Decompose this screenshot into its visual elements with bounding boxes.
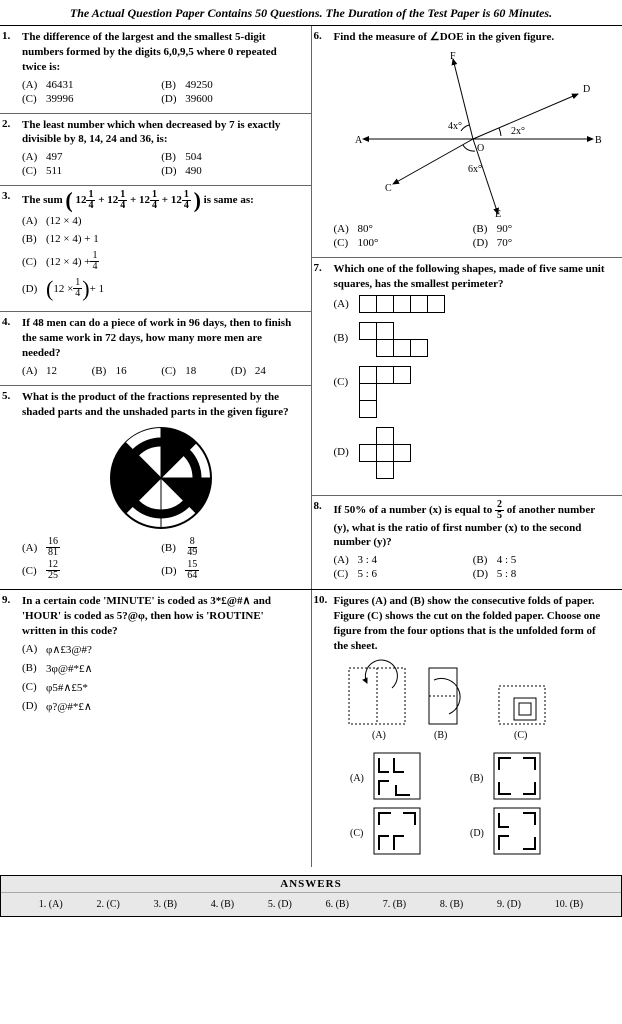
question-1: 1. The difference of the largest and the… (0, 26, 311, 114)
header-note: The Actual Question Paper Contains 50 Qu… (0, 0, 622, 26)
svg-text:(C): (C) (350, 828, 363, 839)
svg-text:E: E (495, 209, 501, 219)
svg-text:B: B (595, 135, 602, 146)
question-3: 3. The sum ( 1214 + 1214 + 1214 + 1214 )… (0, 186, 311, 312)
question-10: 10. Figures (A) and (B) show the consecu… (312, 590, 622, 866)
right-column: 6. Find the measure of ∠DOE in the given… (312, 26, 622, 589)
svg-text:(B): (B) (470, 773, 483, 784)
question-2: 2. The least number which when decreased… (0, 114, 311, 187)
question-5: 5. What is the product of the fractions … (0, 386, 311, 590)
question-6: 6. Find the measure of ∠DOE in the given… (312, 26, 622, 258)
svg-text:F: F (450, 51, 456, 62)
svg-text:(A): (A) (372, 730, 386, 741)
svg-text:(C): (C) (514, 730, 527, 741)
svg-text:(B): (B) (434, 730, 447, 741)
svg-text:A: A (355, 135, 363, 146)
svg-text:C: C (385, 183, 392, 194)
left-column: 1. The difference of the largest and the… (0, 26, 312, 589)
svg-text:6x°: 6x° (468, 164, 482, 175)
svg-text:(A): (A) (350, 773, 364, 784)
pie-figure (106, 423, 216, 533)
svg-text:2x°: 2x° (511, 126, 525, 137)
svg-text:O: O (477, 143, 484, 154)
answers-section: ANSWERS 1. (A)2. (C)3. (B) 4. (B)5. (D)6… (0, 875, 622, 917)
question-8: 8. If 50% of a number (x) is equal to 25… (312, 496, 622, 589)
question-4: 4. If 48 men can do a piece of work in 9… (0, 312, 311, 386)
question-7: 7. Which one of the following shapes, ma… (312, 258, 622, 496)
svg-text:D: D (583, 84, 590, 95)
angle-figure: F D B E C A O 4x° 2x° 6x° (343, 49, 603, 219)
question-9: 9. In a certain code 'MINUTE' is coded a… (0, 590, 311, 725)
svg-text:(D): (D) (470, 828, 484, 839)
paper-fold-figure: (A) (B) (C) (334, 658, 594, 858)
svg-text:4x°: 4x° (448, 121, 462, 132)
